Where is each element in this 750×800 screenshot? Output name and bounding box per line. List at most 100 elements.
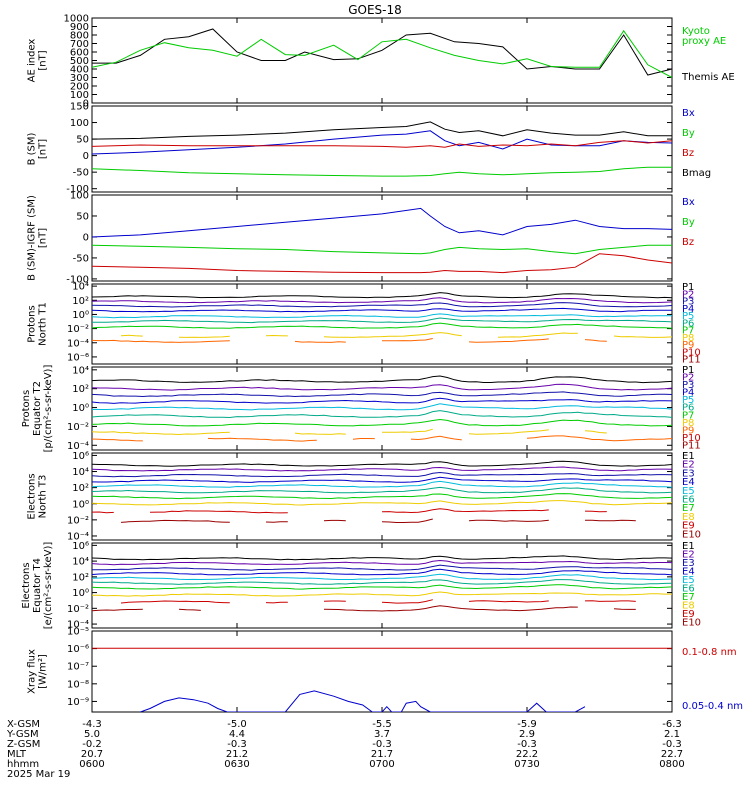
y-tick-label: 50 bbox=[76, 211, 89, 222]
y-axis-label: Equator T2 bbox=[32, 381, 43, 436]
panel-xray: 10⁻⁵ 10⁻⁶ 10⁻⁷ 10⁻⁸ 10⁻⁹ Xray flux [W/m²] 0.1-0… bbox=[27, 627, 743, 713]
y-axis-label: Electrons bbox=[21, 562, 32, 608]
legend-e10: E10 bbox=[682, 618, 701, 629]
series-p6 bbox=[92, 410, 672, 419]
y-tick-label: 10⁻⁷ bbox=[67, 662, 89, 673]
legend-by: By bbox=[682, 128, 695, 139]
series-p6 bbox=[92, 317, 672, 324]
series-p3 bbox=[92, 391, 672, 398]
legend-e4: E4 bbox=[682, 477, 695, 488]
series-by bbox=[92, 244, 672, 255]
y-tick-label: 10⁻⁵ bbox=[67, 627, 89, 638]
legend-p7: P7 bbox=[682, 410, 694, 421]
legend-p4: P4 bbox=[682, 304, 694, 315]
y-tick-label: 10⁴ bbox=[72, 365, 89, 376]
series-themis-ae bbox=[92, 28, 672, 76]
series-by bbox=[92, 166, 672, 177]
legend-p9: P9 bbox=[682, 340, 694, 351]
series-bx bbox=[92, 207, 672, 238]
y-tick-label: 300 bbox=[70, 73, 89, 84]
series-e6 bbox=[92, 579, 672, 585]
tick-x-gsm: -5.9 bbox=[517, 719, 537, 730]
legend-e2: E2 bbox=[682, 550, 695, 561]
y-tick-label: 10⁶ bbox=[72, 451, 89, 462]
legend-e4: E4 bbox=[682, 567, 695, 578]
y-axis-label: B (SM)-IGRF (SM) bbox=[27, 195, 38, 281]
legend-p6: P6 bbox=[682, 403, 694, 414]
series-p2 bbox=[92, 297, 672, 304]
y-tick-label: 50 bbox=[76, 135, 89, 146]
legend-e7: E7 bbox=[682, 592, 695, 603]
legend-p2: P2 bbox=[682, 289, 694, 300]
axis-row-label: MLT bbox=[7, 749, 27, 760]
y-tick-label: 100 bbox=[70, 191, 89, 202]
y-tick-label: 700 bbox=[70, 39, 89, 50]
y-axis-label: AE index bbox=[27, 39, 38, 83]
y-tick-label: 900 bbox=[70, 22, 89, 33]
legend-p11: P11 bbox=[682, 440, 701, 451]
axis-row-label: Y-GSM bbox=[6, 729, 39, 740]
series-e2 bbox=[92, 559, 672, 566]
y-tick-label: 10⁰ bbox=[72, 403, 89, 414]
y-axis-label: Electrons bbox=[27, 473, 38, 519]
series-e4 bbox=[92, 568, 672, 576]
series-e4 bbox=[92, 476, 672, 483]
y-tick-label: 10⁴ bbox=[72, 557, 89, 568]
y-axis-label: Protons bbox=[27, 305, 38, 342]
series-e7 bbox=[92, 493, 672, 500]
series-p5 bbox=[92, 313, 672, 319]
legend-e10: E10 bbox=[682, 529, 701, 540]
legend-e7: E7 bbox=[682, 503, 695, 514]
y-tick-label: -100 bbox=[66, 274, 89, 285]
y-tick-label: 10² bbox=[72, 296, 89, 307]
series-bx bbox=[92, 130, 672, 155]
y-tick-label: 0 bbox=[83, 151, 89, 162]
tick-x-gsm: -4.3 bbox=[82, 719, 102, 730]
panel-pe: 10⁴ 10² 10⁰ 10⁻² 10⁻⁴ Protons Equator T2 [p/(cm… bbox=[21, 365, 701, 453]
series-p9 bbox=[92, 339, 672, 343]
legend-e9: E9 bbox=[682, 521, 695, 532]
y-tick-label: 10⁻² bbox=[67, 422, 89, 433]
tick-hhmm: 0700 bbox=[369, 759, 394, 770]
legend-e3: E3 bbox=[682, 468, 695, 479]
series-e3 bbox=[92, 471, 672, 478]
y-tick-label: 10² bbox=[72, 572, 89, 583]
legend-p10: P10 bbox=[682, 347, 701, 358]
y-tick-label: 100 bbox=[70, 118, 89, 129]
y-tick-label: 10⁻⁹ bbox=[67, 697, 89, 708]
legend-p8: P8 bbox=[682, 333, 694, 344]
legend-by: By bbox=[682, 217, 695, 228]
panel-frame bbox=[91, 283, 673, 365]
series-p4 bbox=[92, 397, 672, 404]
y-tick-label: 0 bbox=[83, 232, 89, 243]
series-e2 bbox=[92, 466, 672, 472]
y-tick-label: 10⁻⁶ bbox=[67, 352, 89, 363]
series-p4 bbox=[92, 307, 672, 313]
y-tick-label: 10⁻⁴ bbox=[67, 441, 89, 452]
legend-0-05-0-4-nm: 0.05-0.4 nm bbox=[682, 701, 743, 712]
y-tick-label: 100 bbox=[70, 90, 89, 101]
y-tick-label: 10⁴ bbox=[72, 467, 89, 478]
tick-z-gsm: -0.3 bbox=[517, 739, 537, 750]
tick-y-gsm: 2.1 bbox=[664, 729, 680, 740]
y-tick-label: 10⁻⁶ bbox=[67, 644, 89, 655]
y-tick-label: 10⁻² bbox=[67, 515, 89, 526]
series-p1 bbox=[92, 292, 672, 299]
series-e10 bbox=[121, 519, 672, 523]
tick-z-gsm: -0.3 bbox=[372, 739, 392, 750]
series-p2 bbox=[92, 383, 672, 391]
tick-x-gsm: -5.5 bbox=[372, 719, 392, 730]
y-tick-label: 10⁻² bbox=[67, 604, 89, 615]
tick-mlt: 22.7 bbox=[661, 749, 683, 760]
legend-e5: E5 bbox=[682, 575, 695, 586]
y-axis-label: [nT] bbox=[38, 139, 49, 159]
y-tick-label: 800 bbox=[70, 31, 89, 42]
series-p1 bbox=[92, 375, 672, 384]
legend-e5: E5 bbox=[682, 486, 695, 497]
tick-x-gsm: -6.3 bbox=[662, 719, 682, 730]
y-axis-label: [W/m²] bbox=[38, 654, 49, 689]
legend-e1: E1 bbox=[682, 541, 695, 552]
panel-pn: 10⁴ 10² 10⁰ 10⁻² 10⁻⁴ 10⁻⁶ Protons North T1 P1P2… bbox=[27, 282, 701, 366]
